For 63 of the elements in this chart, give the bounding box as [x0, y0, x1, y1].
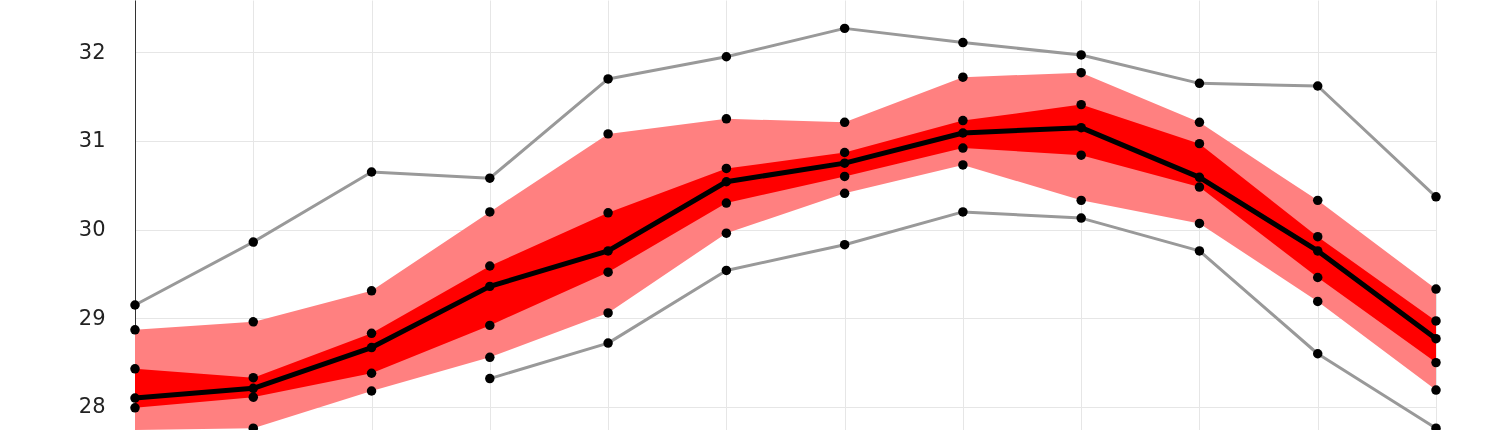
point [366, 368, 377, 378]
point [366, 386, 377, 396]
point [603, 129, 613, 139]
point [1194, 218, 1205, 229]
point [721, 163, 732, 174]
point [603, 246, 613, 256]
point [958, 128, 968, 138]
point [1076, 122, 1086, 133]
point [839, 171, 850, 182]
y-tick-label: 31 [78, 128, 106, 153]
point [1076, 150, 1086, 160]
point [1076, 195, 1086, 206]
point [485, 207, 495, 217]
y-tick-label: 30 [78, 217, 106, 242]
y-tick-label: 28 [78, 394, 106, 419]
point [603, 208, 613, 218]
point [1076, 67, 1086, 78]
point [1194, 172, 1205, 183]
point [839, 188, 850, 199]
point [721, 198, 732, 208]
point [248, 317, 259, 327]
point [721, 114, 732, 124]
point [485, 320, 495, 331]
point [721, 228, 732, 238]
point [958, 115, 968, 126]
point [1431, 333, 1441, 344]
point [1312, 195, 1323, 206]
point [1194, 182, 1205, 192]
point [958, 160, 968, 170]
y-tick-label: 29 [78, 305, 106, 330]
point [366, 286, 377, 296]
point [958, 143, 968, 153]
point [839, 147, 850, 158]
point [248, 383, 259, 394]
point [603, 267, 613, 277]
point [130, 364, 140, 374]
point [1431, 385, 1441, 395]
point [1431, 357, 1441, 368]
y-tick-label: 32 [78, 39, 106, 64]
point [485, 261, 495, 271]
point [248, 372, 259, 383]
point [839, 117, 850, 128]
point [958, 72, 968, 82]
point [366, 328, 377, 339]
point [839, 158, 850, 168]
point [1312, 231, 1323, 242]
point [1194, 138, 1205, 149]
point [130, 393, 140, 403]
point [721, 177, 732, 187]
point [248, 392, 259, 402]
point [1312, 246, 1323, 256]
point [130, 325, 140, 335]
point [1431, 284, 1441, 294]
point [485, 352, 495, 363]
point [1312, 272, 1323, 283]
point [366, 342, 377, 353]
point [1194, 117, 1205, 128]
point [603, 308, 613, 318]
point [1076, 99, 1086, 110]
point [485, 281, 495, 292]
point [1431, 316, 1441, 326]
point [1312, 296, 1323, 307]
point [130, 403, 140, 413]
